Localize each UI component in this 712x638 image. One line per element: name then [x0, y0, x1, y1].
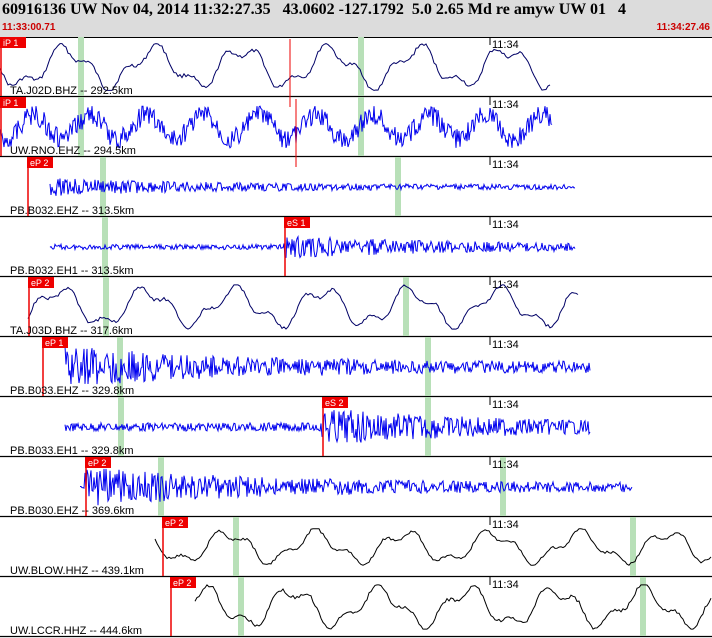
s-window-band: [395, 157, 401, 216]
trace-panel-6[interactable]: 11:34 eS 2 PB.B033.EH1 -- 329.8km: [0, 397, 712, 458]
trace-panel-3[interactable]: 11:34 eS 1 PB.B032.EH1 -- 313.5km: [0, 217, 712, 278]
time-tick-label: 11:34: [492, 399, 519, 411]
waveform: [64, 346, 591, 385]
pick-flag-label: eP 1: [45, 338, 63, 348]
pick-flag-bg: [162, 517, 188, 528]
station-label: PB.B033.EH1 -- 329.8km: [10, 445, 134, 457]
trace-panel-1[interactable]: 11:34 iP 1 UW.RNO.EHZ -- 294.5km: [0, 97, 712, 167]
s-window-band: [403, 277, 409, 336]
s-window-band: [640, 577, 646, 636]
pick-flag-label: eP 2: [31, 278, 49, 288]
station-label: UW.LCCR.HHZ -- 444.6km: [10, 625, 142, 637]
pick-flag[interactable]: eP 2: [85, 457, 111, 468]
pick-flag-bg: [322, 397, 348, 408]
p-window-band: [233, 517, 239, 576]
pick-flag-bg: [27, 157, 53, 168]
pick-flag[interactable]: eP 2: [170, 577, 196, 588]
trace-panel-7[interactable]: 11:34 eP 2 PB.B030.EHZ -- 369.6km: [0, 457, 712, 518]
p-window-band: [78, 37, 84, 96]
start-time-label: 11:33:00.71: [2, 22, 56, 33]
trace-panel-5[interactable]: 11:34 eP 1 PB.B033.EHZ -- 329.8km: [0, 337, 712, 398]
pick-flag-bg: [284, 217, 310, 228]
pick-flag-label: iP 1: [3, 38, 18, 48]
trace-panel-2[interactable]: 11:34 eP 2 PB.B032.EHZ -- 313.5km: [0, 157, 712, 218]
pick-flag[interactable]: eS 1: [284, 217, 310, 228]
waveform: [0, 43, 551, 91]
pick-flag-bg: [0, 97, 26, 108]
waveform: [49, 234, 576, 259]
p-window-band: [117, 337, 123, 396]
s-window-band: [630, 517, 636, 576]
station-label: UW.RNO.EHZ -- 294.5km: [10, 145, 136, 157]
time-tick-label: 11:34: [492, 159, 519, 171]
p-window-band: [238, 577, 244, 636]
time-tick-label: 11:34: [492, 339, 519, 351]
station-label: PB.B032.EH1 -- 313.5km: [10, 265, 134, 277]
waveform: [49, 178, 576, 196]
event-header: 60916136 UW Nov 04, 2014 11:32:27.35 43.…: [0, 0, 712, 38]
p-window-band: [78, 97, 84, 156]
time-tick-label: 11:34: [492, 219, 519, 231]
pick-flag-bg: [0, 37, 26, 48]
time-tick-label: 11:34: [492, 99, 519, 111]
waveform: [194, 584, 712, 630]
pick-flag[interactable]: eP 2: [27, 157, 53, 168]
waveform: [154, 528, 712, 566]
pick-flag-bg: [28, 277, 54, 288]
station-label: PB.B030.EHZ -- 369.6km: [10, 505, 134, 517]
pick-flag-bg: [170, 577, 196, 588]
pick-flag-label: eS 1: [287, 218, 306, 228]
station-label: PB.B032.EHZ -- 313.5km: [10, 205, 134, 217]
waveform: [80, 468, 633, 506]
trace-panel-8[interactable]: 11:34 eP 2 UW.BLOW.HHZ -- 439.1km: [0, 517, 712, 578]
pick-flag-label: eP 2: [173, 578, 191, 588]
p-window-band: [103, 277, 109, 336]
trace-panel[interactable]: 11:34 iP 1 TA.J02D.BHZ -- 292.5km 11:34 iP 1…: [0, 37, 712, 638]
pick-flag-label: eP 2: [30, 158, 48, 168]
pick-flag[interactable]: eP 2: [28, 277, 54, 288]
time-tick-label: 11:34: [492, 39, 519, 51]
pick-flag-label: eP 2: [165, 518, 183, 528]
pick-flag[interactable]: eP 1: [42, 337, 68, 348]
pick-flag[interactable]: iP 1: [0, 97, 26, 108]
s-window-band: [425, 397, 431, 456]
pick-flag-bg: [85, 457, 111, 468]
waveform: [27, 284, 579, 330]
pick-flag[interactable]: eS 2: [322, 397, 348, 408]
waveform: [64, 410, 591, 444]
pick-flag-label: eP 2: [88, 458, 106, 468]
waveform: [0, 105, 553, 149]
station-label: TA.J03D.BHZ -- 317.6km: [10, 325, 133, 337]
station-label: TA.J02D.BHZ -- 292.5km: [10, 85, 133, 97]
s-window-band: [358, 37, 364, 96]
end-time-label: 11:34:27.46: [656, 22, 710, 33]
pick-flag-label: iP 1: [3, 98, 18, 108]
s-window-band: [358, 97, 364, 156]
station-label: PB.B033.EHZ -- 329.8km: [10, 385, 134, 397]
pick-flag[interactable]: iP 1: [0, 37, 26, 48]
station-label: UW.BLOW.HHZ -- 439.1km: [10, 565, 144, 577]
pick-flag-bg: [42, 337, 68, 348]
time-tick-label: 11:34: [492, 459, 519, 471]
trace-panel-9[interactable]: 11:34 eP 2 UW.LCCR.HHZ -- 444.6km: [0, 577, 712, 638]
pick-flag[interactable]: eP 2: [162, 517, 188, 528]
time-tick-label: 11:34: [492, 579, 519, 591]
event-title: 60916136 UW Nov 04, 2014 11:32:27.35 43.…: [2, 1, 626, 18]
time-tick-label: 11:34: [492, 519, 519, 531]
pick-flag-label: eS 2: [325, 398, 344, 408]
